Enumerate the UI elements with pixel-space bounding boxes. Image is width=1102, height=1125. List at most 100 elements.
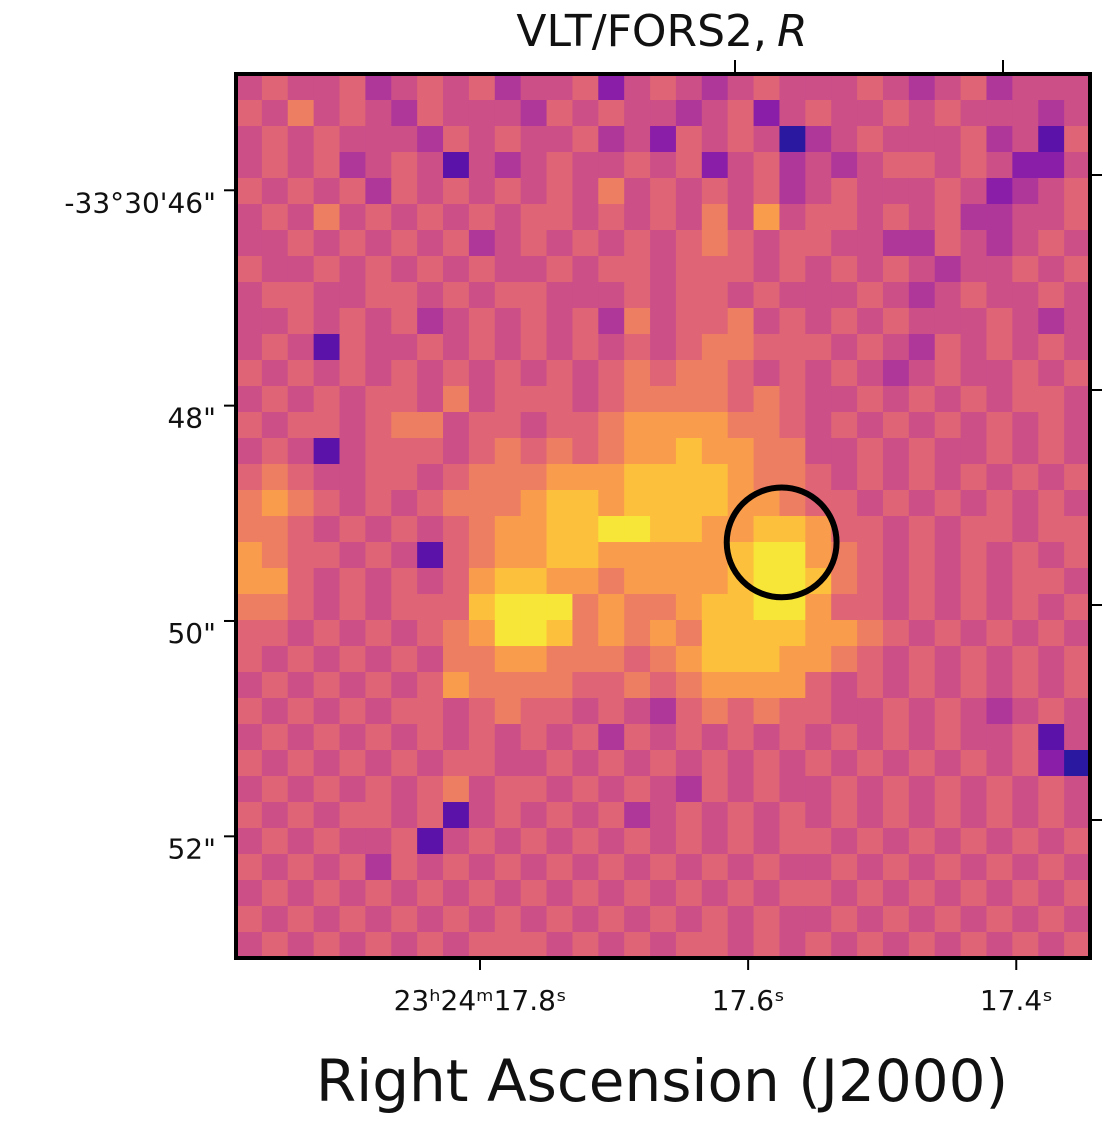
pixel — [908, 750, 936, 777]
pixel — [391, 334, 418, 361]
pixel — [805, 230, 832, 257]
pixel — [986, 880, 1013, 907]
pixel — [417, 854, 444, 881]
pixel — [287, 464, 315, 491]
pixel — [960, 516, 988, 543]
pixel — [520, 906, 548, 933]
pixel — [701, 74, 729, 101]
pixel — [494, 880, 522, 907]
pixel — [908, 776, 936, 803]
pixel — [417, 334, 444, 361]
pixel — [365, 698, 392, 725]
pixel — [417, 74, 444, 101]
y-tick-label: 48" — [167, 402, 216, 435]
pixel — [1038, 334, 1065, 361]
pixel — [572, 412, 599, 439]
pixel — [857, 646, 884, 673]
pixel — [520, 854, 548, 881]
pixel — [701, 594, 729, 621]
pixel — [624, 828, 651, 855]
pixel — [701, 204, 729, 231]
pixel — [779, 100, 806, 127]
pixel — [908, 412, 936, 439]
pixel — [313, 542, 341, 569]
pixel — [1012, 412, 1039, 439]
pixel — [417, 724, 444, 751]
pixel — [598, 516, 625, 543]
pixel — [546, 256, 574, 283]
pixel — [986, 178, 1013, 205]
pixel — [701, 490, 729, 517]
pixel — [727, 750, 755, 777]
pixel — [1038, 516, 1065, 543]
pixel — [1038, 360, 1065, 387]
pixel — [261, 828, 289, 855]
pixel — [468, 100, 496, 127]
pixel — [468, 672, 496, 699]
pixel — [753, 776, 781, 803]
pixel — [1012, 490, 1039, 517]
pixel — [1064, 880, 1091, 907]
pixel — [391, 672, 418, 699]
pixel — [339, 594, 366, 621]
pixel — [546, 620, 574, 647]
pixel — [1012, 880, 1039, 907]
pixel — [339, 308, 366, 335]
pixel — [443, 620, 470, 647]
pixel — [701, 334, 729, 361]
pixel — [934, 256, 962, 283]
pixel — [934, 802, 962, 829]
pixel — [391, 750, 418, 777]
pixel — [831, 230, 858, 257]
pixel — [313, 490, 341, 517]
pixel — [391, 490, 418, 517]
pixel — [960, 412, 988, 439]
pixel — [261, 646, 289, 673]
pixel — [365, 854, 392, 881]
pixel — [494, 230, 522, 257]
pixel — [287, 724, 315, 751]
pixel — [805, 776, 832, 803]
pixel — [443, 178, 470, 205]
pixel — [960, 490, 988, 517]
pixel — [417, 152, 444, 179]
pixel — [882, 334, 910, 361]
pixel — [365, 360, 392, 387]
pixel — [520, 178, 548, 205]
pixel — [572, 438, 599, 465]
pixel — [650, 100, 677, 127]
pixel — [1012, 464, 1039, 491]
pixel — [831, 464, 858, 491]
pixel — [805, 646, 832, 673]
pixel — [779, 672, 806, 699]
pixel — [986, 776, 1013, 803]
pixel — [365, 100, 392, 127]
pixel — [365, 308, 392, 335]
pixel — [753, 360, 781, 387]
pixel — [960, 906, 988, 933]
pixel — [908, 282, 936, 309]
pixel — [468, 750, 496, 777]
pixel — [546, 74, 574, 101]
pixel — [339, 932, 366, 959]
pixel — [701, 438, 729, 465]
pixel — [443, 802, 470, 829]
pixel — [339, 542, 366, 569]
pixel — [624, 724, 651, 751]
pixel — [417, 386, 444, 413]
pixel — [313, 620, 341, 647]
pixel — [675, 74, 703, 101]
pixel — [857, 412, 884, 439]
pixel — [805, 204, 832, 231]
pixel — [624, 100, 651, 127]
pixel — [701, 698, 729, 725]
pixel — [727, 282, 755, 309]
pixel — [520, 412, 548, 439]
pixel — [1038, 854, 1065, 881]
pixel — [831, 906, 858, 933]
pixel — [494, 412, 522, 439]
pixel — [727, 646, 755, 673]
pixel — [598, 100, 625, 127]
pixel — [313, 282, 341, 309]
pixel — [598, 776, 625, 803]
